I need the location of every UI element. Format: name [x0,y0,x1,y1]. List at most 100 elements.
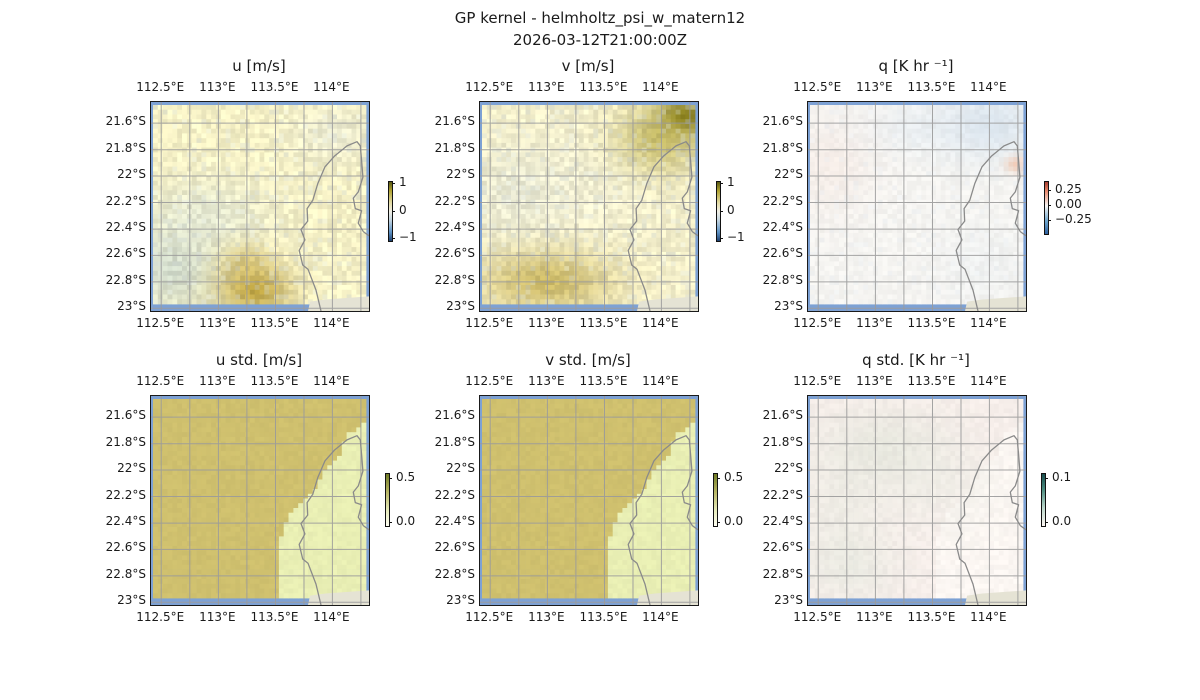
lat-tick-left: 22.8°S [105,566,146,581]
colorbar-tick-label: 0 [399,202,407,217]
lon-tick-bottom: 113.5°E [250,316,299,330]
lat-tick-left: 22.4°S [434,514,475,529]
lon-tick-top: 113°E [528,80,565,94]
lon-tick-bottom: 113°E [528,316,565,330]
colorbar-tick-mark [720,210,723,212]
panel-title-v_std: v std. [m/s] [545,351,631,369]
lat-tick-left: 21.8°S [105,434,146,449]
lon-tick-top: 113°E [199,80,236,94]
lat-tick-left: 22.2°S [762,487,803,502]
lat-tick-left: 21.6°S [762,408,803,423]
colorbar-tick-mark [392,182,395,184]
lat-tick-left: 22.2°S [105,487,146,502]
lon-tick-bottom: 113.5°E [579,610,628,624]
pcolormesh-field [482,105,696,305]
lon-tick-bottom: 114°E [313,316,350,330]
colorbar-tick-mark [720,182,723,184]
map-field-canvas [480,102,699,312]
graticule-gridlines [151,396,369,605]
lat-tick-left: 21.8°S [434,140,475,155]
coastline [298,141,370,312]
coastline [955,435,1027,606]
lat-tick-left: 22.2°S [105,193,146,208]
coastline [298,435,370,606]
colorbar-q [1044,181,1049,235]
lon-tick-top: 113.5°E [907,80,956,94]
lon-tick-top: 114°E [313,80,350,94]
colorbar-tick-mark [1045,478,1048,480]
panel-title-v: v [m/s] [561,57,615,75]
lat-tick-left: 22.8°S [762,566,803,581]
map-field-canvas [808,396,1027,606]
colorbar-tick-label: 0 [727,202,735,217]
coastline [627,141,699,312]
land-area [308,296,369,311]
lat-tick-left: 22°S [446,460,475,475]
lon-tick-bottom: 114°E [642,610,679,624]
map-field-canvas [151,102,370,312]
lon-tick-bottom: 114°E [970,316,1007,330]
graticule-gridlines [808,102,1026,311]
lat-tick-left: 21.6°S [105,114,146,129]
lon-tick-top: 114°E [970,80,1007,94]
lat-tick-left: 21.8°S [762,434,803,449]
land-area [637,590,698,605]
pcolormesh-field [810,399,1024,599]
lat-tick-left: 23°S [117,593,146,608]
colorbar-tick-mark [1045,521,1048,523]
colorbar-tick-label: 0.5 [396,470,416,485]
land-area [965,590,1026,605]
lon-tick-top: 114°E [970,374,1007,388]
map-field-canvas [480,396,699,606]
colorbar-tick-label: 0.25 [1055,181,1082,196]
figure-subtitle: 2026-03-12T21:00:00Z [513,31,687,49]
coastline [955,141,1027,312]
lon-tick-bottom: 113°E [856,610,893,624]
colorbar-tick-mark [389,478,392,480]
graticule-gridlines [480,102,698,311]
lat-tick-left: 22.8°S [105,272,146,287]
lat-tick-left: 23°S [446,593,475,608]
graticule-gridlines [151,102,369,311]
lat-tick-left: 22.8°S [762,272,803,287]
lon-tick-bottom: 113°E [856,316,893,330]
colorbar-tick-mark [1048,204,1051,206]
lon-tick-top: 112.5°E [465,374,514,388]
pcolormesh-field [482,399,696,599]
map-plot-area [150,395,370,606]
colorbar-tick-label: −0.25 [1055,212,1092,226]
land-area [965,296,1026,311]
colorbar-tick-mark [717,478,720,480]
lat-tick-left: 22°S [117,166,146,181]
map-plot-area [807,395,1027,606]
lat-tick-left: 22.6°S [762,246,803,261]
lat-tick-left: 22.6°S [762,540,803,555]
lon-tick-top: 113.5°E [579,80,628,94]
colorbar-tick-label: 0.0 [396,513,416,528]
lat-tick-left: 22°S [774,166,803,181]
lat-tick-left: 23°S [117,299,146,314]
lat-tick-left: 21.6°S [105,408,146,423]
lat-tick-left: 22.8°S [434,272,475,287]
lon-tick-bottom: 113.5°E [579,316,628,330]
colorbar-tick-mark [1048,220,1051,221]
lon-tick-top: 114°E [313,374,350,388]
lon-tick-top: 112.5°E [793,80,842,94]
lon-tick-top: 113°E [199,374,236,388]
lat-tick-left: 21.6°S [434,114,475,129]
lat-tick-left: 22.6°S [105,540,146,555]
lat-tick-left: 22.6°S [105,246,146,261]
map-field-canvas [808,102,1027,312]
lon-tick-bottom: 113°E [528,610,565,624]
lat-tick-left: 22°S [117,460,146,475]
pcolormesh-field [153,399,367,599]
lon-tick-top: 112.5°E [136,80,185,94]
colorbar-tick-label: 0.0 [1052,513,1072,528]
colorbar-tick-label: 0.00 [1055,196,1082,211]
lat-tick-left: 22.4°S [434,220,475,235]
graticule-gridlines [480,396,698,605]
lon-tick-bottom: 112.5°E [465,610,514,624]
pcolormesh-field [810,105,1024,305]
graticule-gridlines [808,396,1026,605]
